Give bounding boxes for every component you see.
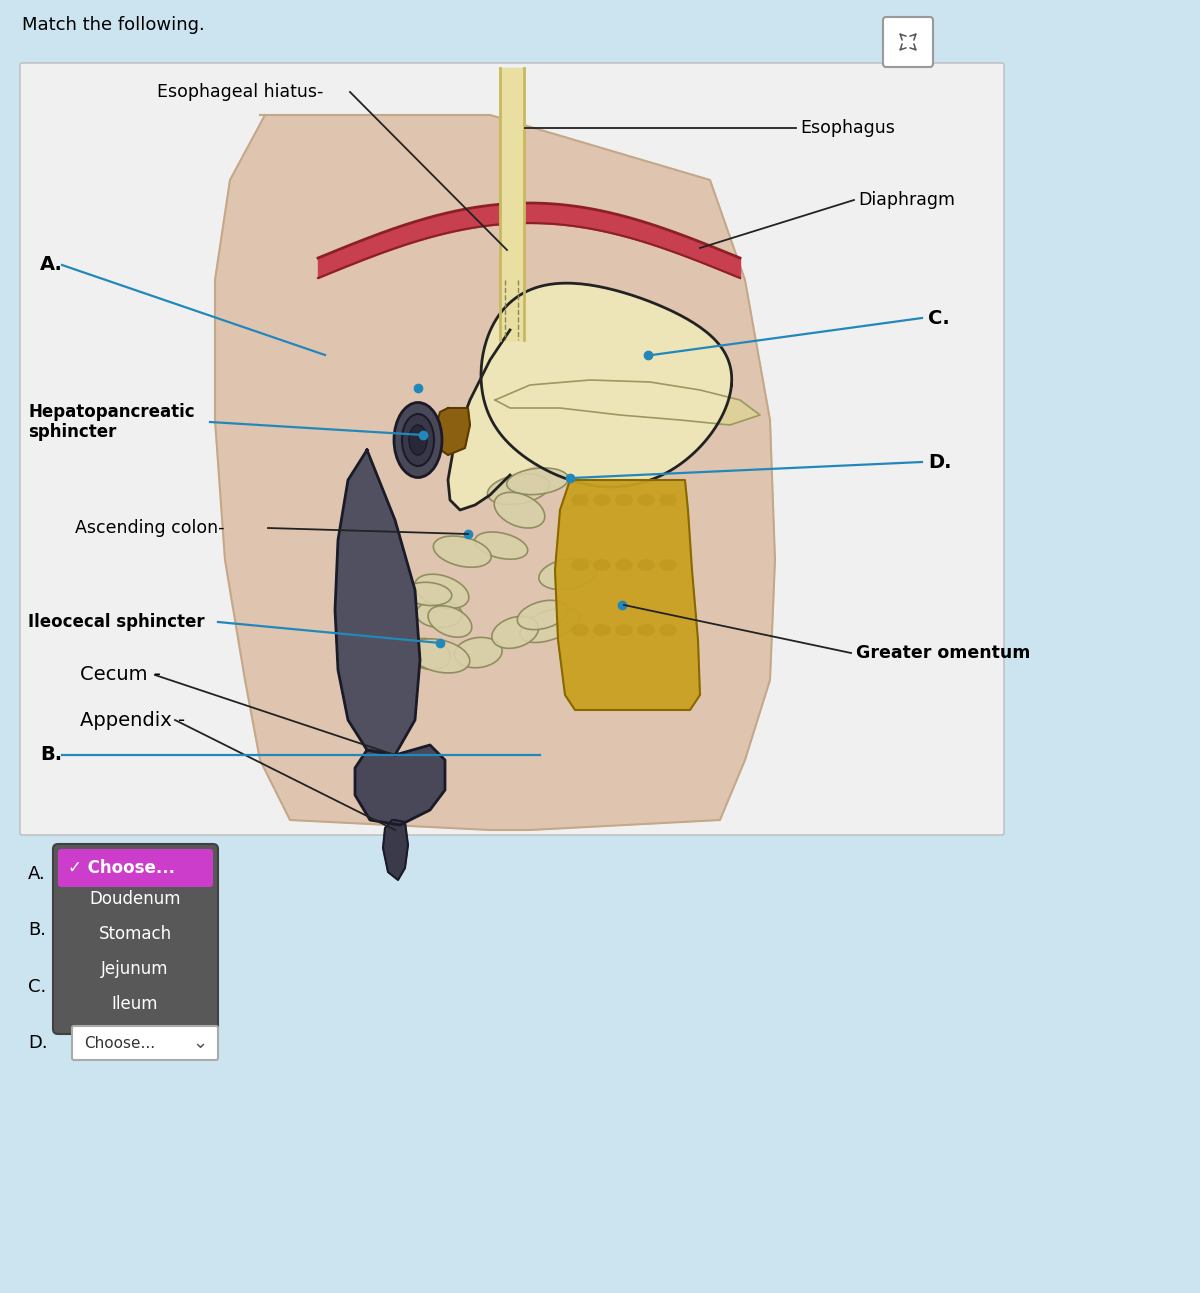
Polygon shape bbox=[335, 450, 420, 755]
Polygon shape bbox=[554, 480, 700, 710]
Ellipse shape bbox=[571, 494, 589, 506]
Ellipse shape bbox=[494, 493, 545, 528]
Text: A.: A. bbox=[40, 256, 62, 274]
Ellipse shape bbox=[593, 494, 611, 506]
Ellipse shape bbox=[637, 559, 655, 572]
Polygon shape bbox=[215, 115, 775, 830]
Text: Jejunum: Jejunum bbox=[101, 959, 169, 978]
Text: D.: D. bbox=[28, 1034, 48, 1053]
Ellipse shape bbox=[402, 414, 434, 465]
FancyBboxPatch shape bbox=[20, 63, 1004, 835]
Ellipse shape bbox=[506, 468, 569, 495]
Ellipse shape bbox=[416, 600, 462, 627]
Ellipse shape bbox=[404, 582, 451, 605]
Text: Cecum -: Cecum - bbox=[80, 666, 161, 684]
Ellipse shape bbox=[409, 639, 469, 672]
Text: sphincter: sphincter bbox=[28, 423, 116, 441]
Text: Doudenum: Doudenum bbox=[89, 890, 181, 908]
FancyBboxPatch shape bbox=[53, 844, 218, 1034]
Ellipse shape bbox=[487, 475, 550, 504]
Polygon shape bbox=[481, 283, 732, 487]
Text: Appendix -: Appendix - bbox=[80, 710, 185, 729]
Text: ⌄: ⌄ bbox=[192, 1034, 208, 1053]
Ellipse shape bbox=[492, 617, 539, 648]
FancyBboxPatch shape bbox=[72, 1027, 218, 1060]
Ellipse shape bbox=[415, 574, 469, 609]
Text: Ascending colon-: Ascending colon- bbox=[74, 518, 224, 537]
Text: Hepatopancreatic: Hepatopancreatic bbox=[28, 403, 194, 422]
Text: Ileum: Ileum bbox=[112, 996, 158, 1012]
Text: Greater omentum: Greater omentum bbox=[856, 644, 1031, 662]
Text: Esophageal hiatus-: Esophageal hiatus- bbox=[157, 83, 323, 101]
Ellipse shape bbox=[637, 625, 655, 636]
Text: ✓ Choose...: ✓ Choose... bbox=[68, 859, 175, 877]
Polygon shape bbox=[383, 820, 408, 881]
Ellipse shape bbox=[539, 559, 598, 590]
Text: C.: C. bbox=[928, 309, 949, 327]
Text: D.: D. bbox=[928, 453, 952, 472]
Text: Match the following.: Match the following. bbox=[22, 16, 205, 34]
Ellipse shape bbox=[409, 425, 427, 455]
Text: Stomach: Stomach bbox=[98, 924, 172, 943]
Ellipse shape bbox=[455, 637, 502, 667]
Ellipse shape bbox=[616, 494, 634, 506]
Polygon shape bbox=[496, 380, 760, 425]
Text: B.: B. bbox=[28, 921, 46, 939]
Text: Esophagus: Esophagus bbox=[800, 119, 895, 137]
Ellipse shape bbox=[616, 559, 634, 572]
Ellipse shape bbox=[659, 625, 677, 636]
Ellipse shape bbox=[433, 537, 491, 568]
Ellipse shape bbox=[659, 494, 677, 506]
Ellipse shape bbox=[428, 606, 472, 637]
Ellipse shape bbox=[517, 600, 568, 630]
Ellipse shape bbox=[659, 559, 677, 572]
FancyBboxPatch shape bbox=[58, 850, 214, 887]
Polygon shape bbox=[448, 330, 732, 509]
Ellipse shape bbox=[593, 559, 611, 572]
Text: Choose...: Choose... bbox=[84, 1036, 155, 1050]
Bar bbox=[0, 838, 1200, 1293]
Text: C.: C. bbox=[28, 978, 47, 996]
Ellipse shape bbox=[637, 494, 655, 506]
Ellipse shape bbox=[571, 625, 589, 636]
Ellipse shape bbox=[475, 531, 528, 559]
Ellipse shape bbox=[616, 625, 634, 636]
Ellipse shape bbox=[593, 625, 611, 636]
Text: Diaphragm: Diaphragm bbox=[858, 191, 955, 209]
FancyBboxPatch shape bbox=[883, 17, 934, 67]
Text: Ileocecal sphincter: Ileocecal sphincter bbox=[28, 613, 205, 631]
Polygon shape bbox=[436, 409, 470, 455]
Ellipse shape bbox=[520, 608, 580, 643]
Text: A.: A. bbox=[28, 865, 46, 883]
Text: B.: B. bbox=[40, 746, 62, 764]
Ellipse shape bbox=[394, 402, 442, 477]
Polygon shape bbox=[355, 745, 445, 825]
Ellipse shape bbox=[406, 639, 450, 670]
Ellipse shape bbox=[571, 559, 589, 572]
